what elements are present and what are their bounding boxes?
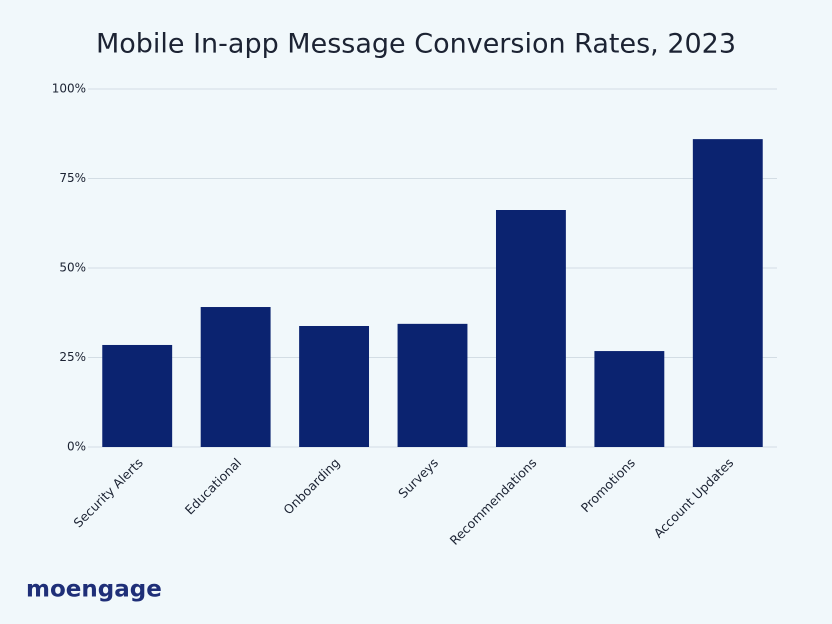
y-tick-label: 25%	[59, 350, 86, 364]
brand-logo: moengage	[26, 577, 162, 603]
y-tick-label: 75%	[59, 171, 86, 185]
chart-title: Mobile In-app Message Conversion Rates, …	[96, 29, 736, 60]
bar	[200, 307, 271, 447]
y-tick-label: 0%	[67, 440, 86, 454]
bar	[102, 344, 173, 447]
y-tick-label: 50%	[59, 261, 86, 275]
bar	[594, 351, 665, 447]
bar	[692, 139, 763, 447]
y-tick-label: 100%	[52, 82, 86, 96]
bar	[299, 325, 370, 447]
bar	[397, 323, 468, 447]
bar	[495, 210, 566, 447]
